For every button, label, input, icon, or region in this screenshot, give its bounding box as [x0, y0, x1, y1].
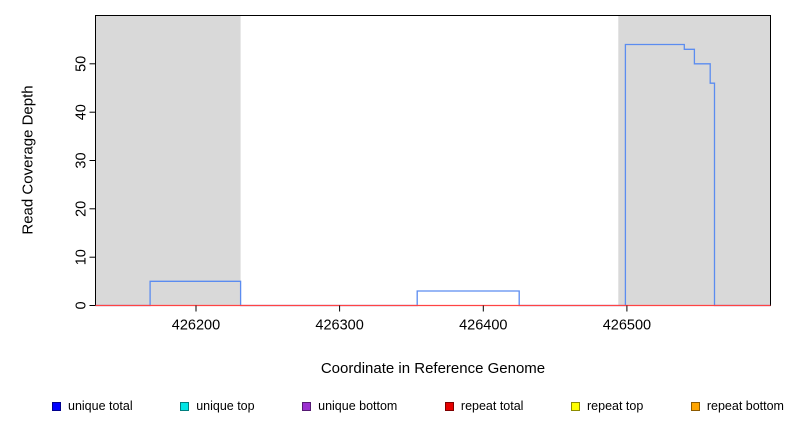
- x-tick-label: 426300: [315, 318, 363, 334]
- y-axis-title: Read Coverage Depth: [19, 85, 37, 235]
- legend-item-repeat-top: repeat top: [571, 399, 643, 413]
- legend-swatch-unique-top: [180, 401, 190, 411]
- legend-swatch-repeat-top: [571, 401, 580, 411]
- legend-label: repeat total: [460, 399, 524, 413]
- y-tick-label: 40: [74, 104, 90, 120]
- legend-label: unique total: [68, 399, 133, 413]
- legend-item-unique-bottom: unique bottom: [302, 399, 397, 413]
- legend-label: unique bottom: [318, 399, 398, 413]
- legend-label: repeat bottom: [706, 399, 784, 413]
- legend-item-repeat-bottom: repeat bottom: [690, 399, 784, 413]
- legend-label: repeat top: [587, 399, 644, 413]
- legend-item-unique-top: unique top: [180, 399, 255, 413]
- y-tick-label: 0: [74, 301, 90, 309]
- y-tick-label: 50: [74, 56, 90, 72]
- x-tick-label: 426500: [603, 318, 651, 334]
- legend-item-repeat-total: repeat total: [444, 399, 524, 413]
- coverage-plot-svg: 426200 426300 426400 426500 0 10 20 30 40 50: [74, 15, 771, 334]
- legend-swatch-repeat-bottom: [690, 401, 700, 411]
- legend: unique total unique top unique bottom re…: [52, 399, 784, 413]
- legend-label: unique top: [196, 399, 255, 413]
- y-tick-label: 20: [74, 201, 90, 217]
- legend-swatch-unique-total: [52, 401, 61, 411]
- legend-swatch-unique-bottom: [302, 401, 312, 411]
- y-tick-label: 30: [74, 152, 90, 168]
- x-axis-title: Coordinate in Reference Genome: [320, 360, 546, 377]
- legend-item-unique-total: unique total: [52, 399, 133, 413]
- shaded-region: [95, 15, 241, 306]
- x-tick-label: 426400: [459, 318, 507, 334]
- legend-swatch-repeat-total: [444, 401, 454, 411]
- series-unique-total: [95, 43, 771, 307]
- x-tick-label: 426200: [172, 318, 220, 334]
- y-tick-label: 10: [74, 249, 90, 265]
